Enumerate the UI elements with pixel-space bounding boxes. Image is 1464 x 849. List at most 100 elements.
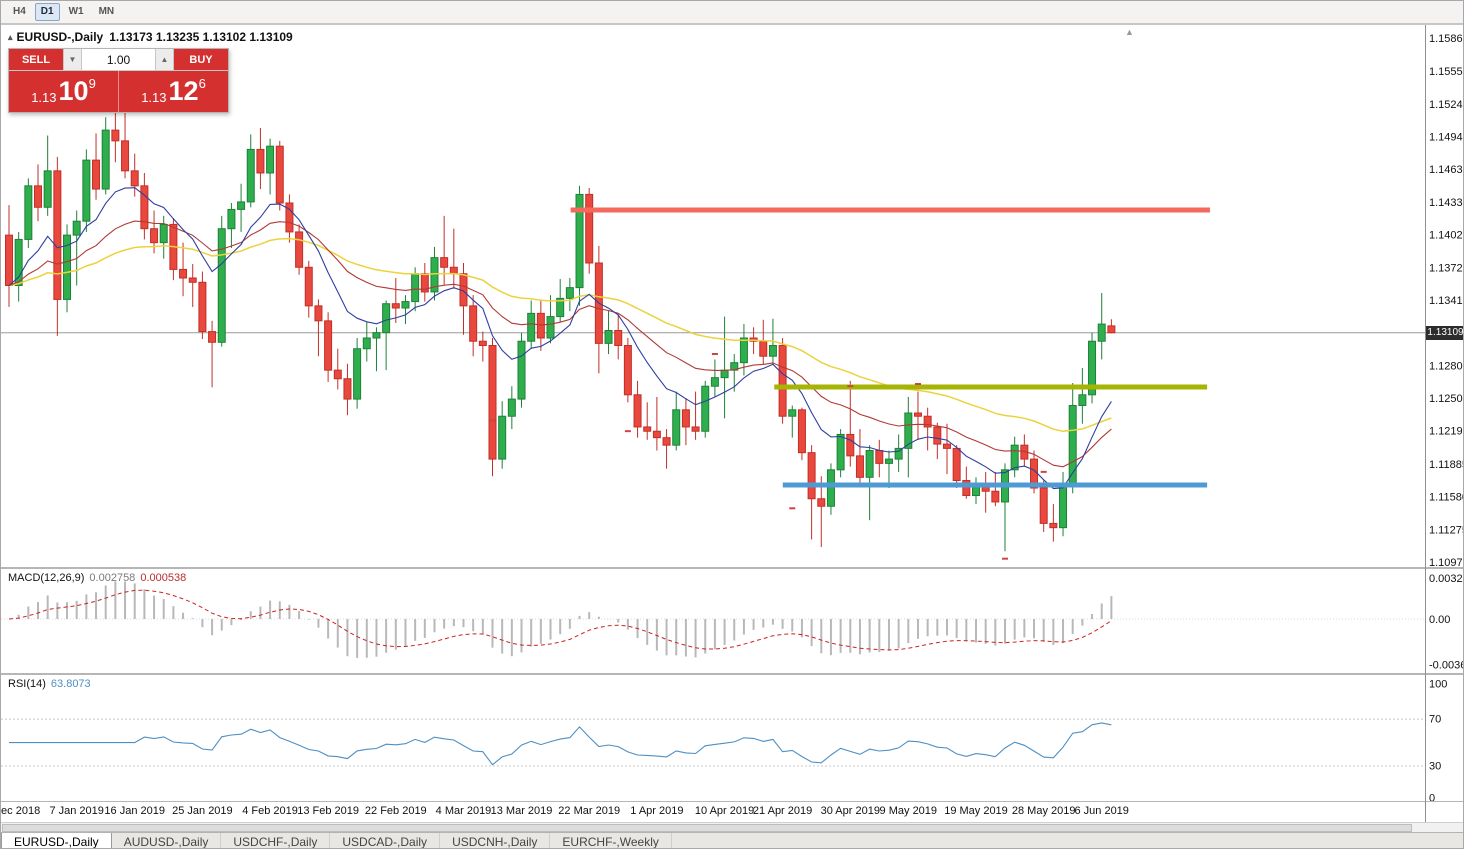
volume-input[interactable]: [82, 49, 155, 70]
sell-price-tile[interactable]: 1.13 10 9: [9, 71, 119, 112]
chart-tabs-bar: EURUSD-,Daily AUDUSD-,Daily USDCHF-,Daily U…: [1, 832, 1463, 848]
candle: [82, 159, 91, 222]
price-axis-label: 1.13415: [1429, 295, 1464, 307]
panel-separator[interactable]: [1, 567, 1463, 569]
chart-header: ▴ EURUSD-,Daily 1.13173 1.13235 1.13102 1.…: [8, 30, 293, 44]
price-axis-label: 1.14635: [1429, 164, 1464, 176]
candle: [34, 185, 43, 208]
candle: [991, 490, 1000, 503]
price-axis-label: 1.13720: [1429, 262, 1464, 274]
buy-price-base: 1.13: [141, 90, 167, 105]
candle: [565, 287, 574, 299]
candle: [701, 385, 710, 432]
candle: [933, 426, 942, 445]
candle: [208, 331, 217, 343]
horizontal-scrollbar[interactable]: [1, 822, 1463, 832]
chart-tab-eurchf-weekly[interactable]: EURCHF-,Weekly: [550, 833, 672, 848]
current-price-value: 1.13109: [1427, 327, 1464, 338]
price-axis-border: [1425, 25, 1426, 822]
date-axis-label: 13 Feb 2019: [297, 805, 359, 817]
candle: [507, 398, 516, 417]
rsi-value: 63.8073: [50, 678, 91, 690]
timeframe-button-d1[interactable]: D1: [34, 3, 60, 21]
candle: [411, 273, 420, 303]
main-chart-canvas[interactable]: 1.15860 1.15550 1.15245 1.14940 1.14635 1.143…: [1, 25, 1464, 567]
sell-button[interactable]: SELL: [9, 49, 63, 70]
candle: [1088, 340, 1097, 396]
candle: [681, 409, 690, 428]
candle: [739, 337, 748, 364]
chart-shift-marker-icon[interactable]: ▲: [1125, 27, 1134, 37]
timeframe-button-w1[interactable]: W1: [68, 6, 84, 17]
candle: [1049, 522, 1058, 529]
candle: [517, 340, 526, 400]
buy-price-sup: 6: [198, 76, 206, 91]
candle: [836, 433, 845, 471]
candle: [894, 447, 903, 460]
candle: [807, 452, 816, 500]
candle: [159, 223, 168, 244]
candle: [256, 148, 265, 174]
timeframe-button-mn[interactable]: MN: [98, 6, 115, 17]
price-axis-label: 1.11580: [1429, 492, 1464, 504]
candle: [875, 450, 884, 464]
candle: [952, 447, 961, 482]
candle: [362, 337, 371, 350]
date-axis-label: 4 Mar 2019: [435, 805, 492, 817]
date-axis-label: 30 Apr 2019: [820, 805, 880, 817]
candle: [623, 345, 632, 396]
date-axis-label: 21 Apr 2019: [752, 805, 813, 817]
price-axis-label: 1.15245: [1429, 99, 1464, 111]
price-axis-label: 1.12195: [1429, 426, 1464, 438]
buy-price-tile[interactable]: 1.13 12 6: [119, 71, 228, 112]
macd-panel-canvas[interactable]: 0.003287 0.00 -0.003659: [1, 569, 1464, 673]
volume-decrease-button[interactable]: ▼: [63, 49, 82, 70]
candle: [575, 193, 584, 289]
panel-separator[interactable]: [1, 673, 1463, 675]
candle: [43, 170, 52, 208]
candle: [691, 426, 700, 432]
date-axis-label: 7 Jan 2019: [49, 805, 104, 817]
chart-tab-eurusd-daily[interactable]: EURUSD-,Daily: [1, 833, 112, 848]
candle: [817, 498, 826, 507]
candle: [343, 378, 352, 400]
candle: [275, 145, 284, 204]
rsi-axis-label: 30: [1429, 760, 1441, 772]
timeframe-button-h4[interactable]: H4: [13, 6, 26, 17]
chart-tab-usdcnh-daily[interactable]: USDCNH-,Daily: [440, 833, 551, 848]
candle: [324, 320, 333, 371]
moving-average-line: [8, 187, 1112, 490]
candle: [788, 409, 797, 417]
candle: [24, 185, 33, 240]
chart-tab-usdcad-daily[interactable]: USDCAD-,Daily: [330, 833, 441, 848]
chart-marker: [711, 353, 718, 356]
toolbar-separator: [1, 24, 1463, 25]
candle: [633, 394, 642, 428]
buy-button[interactable]: BUY: [174, 49, 228, 70]
chart-tab-usdchf-daily[interactable]: USDCHF-,Daily: [221, 833, 331, 848]
macd-main-value: 0.002758: [89, 572, 136, 584]
candle: [478, 340, 487, 347]
chart-tab-audusd-daily[interactable]: AUDUSD-,Daily: [112, 833, 222, 848]
candle: [372, 332, 381, 339]
date-axis-label: 10 Apr 2019: [694, 805, 755, 817]
candle: [101, 129, 110, 190]
price-axis-label: 1.15860: [1429, 33, 1464, 45]
price-axis-label: 1.15550: [1429, 66, 1464, 78]
price-axis-label: 1.10970: [1429, 557, 1464, 567]
macd-signal-value: 0.000538: [140, 572, 187, 584]
candle: [662, 437, 671, 446]
volume-increase-button[interactable]: ▲: [155, 49, 174, 70]
candle: [865, 450, 874, 478]
rsi-panel-canvas[interactable]: 100 70 30 0: [1, 675, 1464, 801]
candle: [962, 480, 971, 497]
trade-prices-row: 1.13 10 9 1.13 12 6: [9, 71, 228, 112]
sell-price-sup: 9: [88, 76, 96, 91]
candle: [672, 409, 681, 446]
candle: [942, 443, 951, 449]
scrollbar-thumb[interactable]: [2, 824, 1412, 832]
collapse-arrow-icon[interactable]: ▴: [8, 32, 13, 42]
